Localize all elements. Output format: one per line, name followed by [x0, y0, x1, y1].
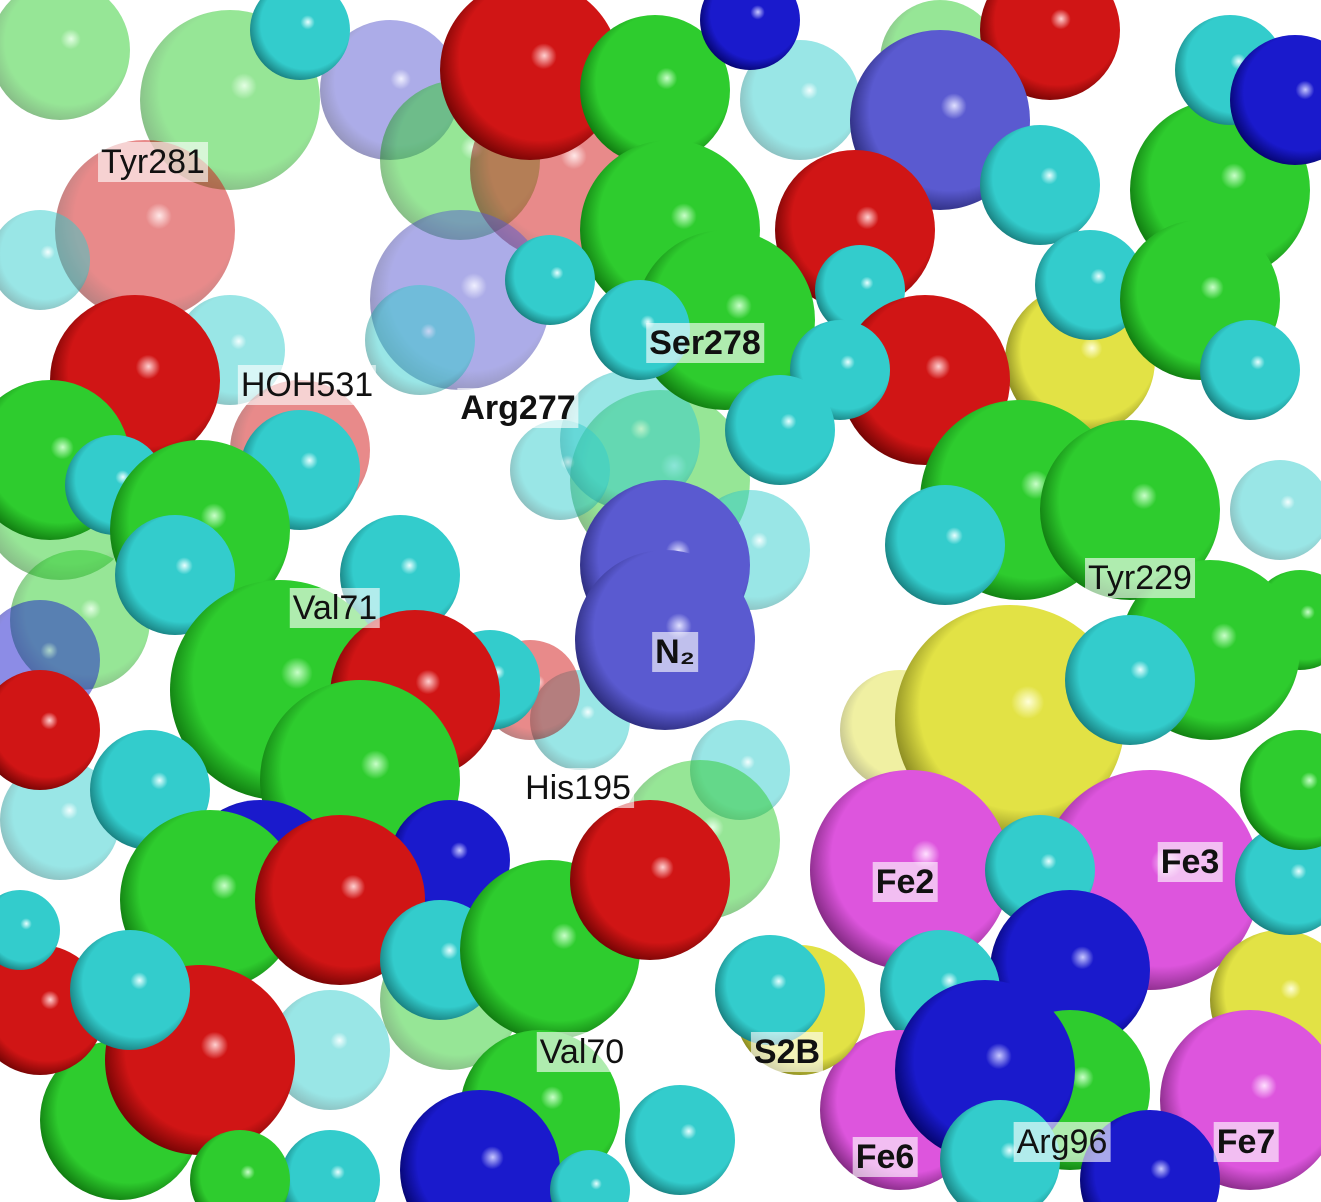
atom-sphere: [1235, 825, 1321, 935]
atom-sphere: [715, 935, 825, 1045]
atom-sphere: [1040, 420, 1220, 600]
atom-sphere: [580, 15, 730, 165]
atom-sphere: [365, 285, 475, 395]
residue-label: Val70: [536, 1032, 628, 1072]
atom-sphere: [505, 235, 595, 325]
atom-sphere: [740, 40, 860, 160]
atom-sphere: [1230, 460, 1321, 560]
atom-sphere: [250, 0, 350, 80]
atom-sphere: [440, 0, 620, 160]
atom-sphere: [510, 420, 610, 520]
atom-label: Fe7: [1213, 1122, 1279, 1162]
atom-label: Fe6: [852, 1137, 918, 1177]
residue-label: Arg277: [457, 388, 579, 428]
atom-label: S2B: [750, 1032, 824, 1072]
atom-sphere: [1035, 230, 1145, 340]
molecule-label: N₂: [652, 632, 698, 672]
atom-sphere: [635, 230, 815, 410]
atom-sphere: [570, 800, 730, 960]
atom-sphere: [70, 930, 190, 1050]
atom-sphere: [0, 890, 60, 970]
atom-sphere: [550, 1150, 630, 1202]
residue-label: Arg96: [1013, 1122, 1111, 1162]
residue-label: Val71: [289, 588, 381, 628]
residue-label: HOH531: [237, 365, 377, 405]
residue-label: His195: [522, 768, 634, 808]
atom-sphere: [1240, 730, 1321, 850]
atom-sphere: [0, 0, 130, 120]
atom-sphere: [1230, 35, 1321, 165]
atom-sphere: [0, 210, 90, 310]
atom-sphere: [980, 125, 1100, 245]
residue-label: Ser278: [646, 323, 764, 363]
atom-sphere: [55, 140, 235, 320]
atom-sphere: [0, 670, 100, 790]
atom-sphere: [700, 0, 800, 70]
atom-label: Fe2: [872, 862, 938, 902]
atom-sphere: [1080, 1110, 1220, 1202]
residue-label: Tyr229: [1085, 558, 1195, 598]
atom-sphere: [1200, 320, 1300, 420]
atom-sphere: [280, 1130, 380, 1202]
atom-label: Fe3: [1157, 842, 1223, 882]
atom-sphere: [625, 1085, 735, 1195]
atom-sphere: [1065, 615, 1195, 745]
atom-sphere: [115, 515, 235, 635]
atom-sphere: [255, 815, 425, 985]
atom-sphere: [885, 485, 1005, 605]
atom-sphere: [725, 375, 835, 485]
residue-label: Tyr281: [98, 142, 208, 182]
atom-sphere: [400, 1090, 560, 1202]
atom-sphere: [270, 990, 390, 1110]
atom-sphere: [190, 1130, 290, 1202]
